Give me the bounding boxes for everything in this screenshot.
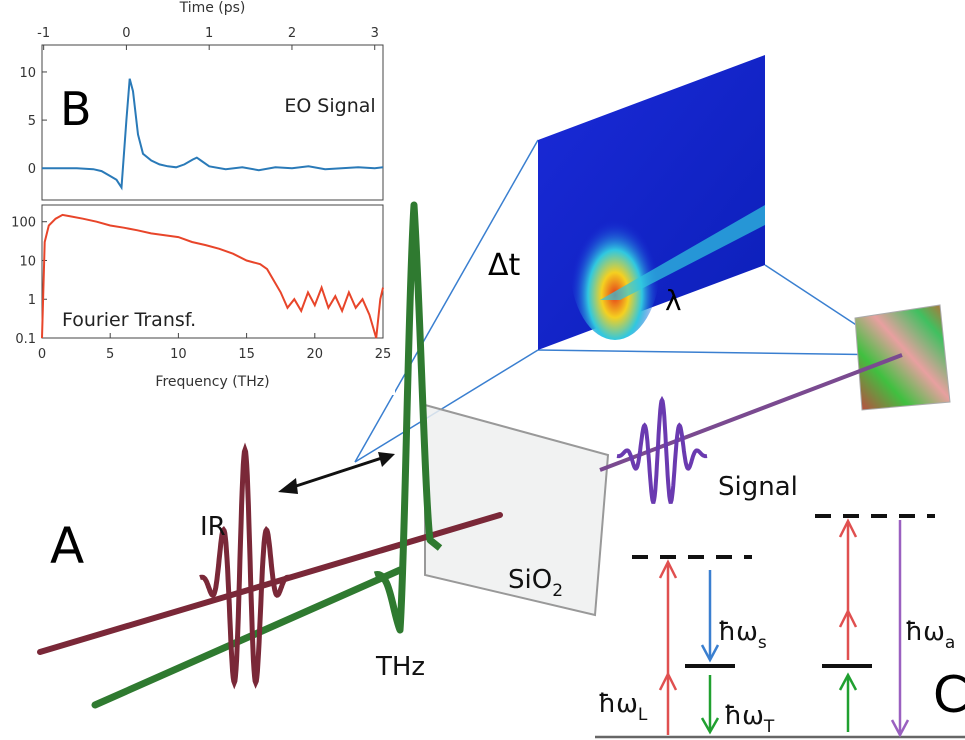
energy-sub: L (638, 705, 648, 725)
y-tick-label: 1 (28, 293, 36, 308)
mirror (855, 305, 950, 410)
x-tick-label: 0 (38, 347, 46, 362)
energy-label: ħωL (598, 689, 648, 725)
ir-pulse (200, 450, 290, 683)
arrowhead (378, 452, 395, 467)
energy-labels: ħωL ħωs ħωT ħωa (598, 617, 955, 737)
signal-beam (600, 355, 902, 470)
energy-sub: T (763, 717, 775, 737)
annotation: EO Signal (284, 95, 375, 117)
lambda-label: λ (665, 284, 682, 317)
stokes-arrow (702, 570, 718, 660)
y-tick-label: 10 (19, 254, 36, 269)
ir-label: IR (200, 512, 226, 542)
signal-pulse (617, 400, 707, 502)
energy-main: ħω (905, 617, 945, 647)
energy-main: ħω (718, 617, 758, 647)
delta-t-label: Δt (488, 248, 521, 283)
thz-label: THz (375, 652, 425, 682)
energy-main: ħω (724, 701, 764, 731)
energy-label: ħωT (724, 701, 775, 737)
panel-label: B (60, 82, 92, 136)
x-tick-label: 5 (106, 347, 114, 362)
y-tick-label: 100 (11, 216, 36, 231)
energy-label: ħωs (718, 617, 767, 653)
x-tick-label: 1 (205, 26, 213, 41)
energy-main: ħω (598, 689, 638, 719)
energy-label: ħωa (905, 617, 955, 653)
x-tick-label: 15 (238, 347, 255, 362)
x-tick-label: 3 (371, 26, 379, 41)
x-tick-label: 0 (122, 26, 130, 41)
x-axis-label: Time (ps) (179, 0, 246, 16)
arrowhead (278, 478, 298, 494)
energy-sub: a (945, 633, 955, 653)
x-tick-label: 20 (307, 347, 324, 362)
spectrogram-signal (570, 190, 660, 340)
sio2-main: SiO (508, 565, 552, 595)
figure: -1 0 1 2 3 0 5 10 Time (ps) EO Signal 0 5 10 15 20 25 0.… (0, 0, 965, 740)
panel-label: A (50, 517, 84, 575)
x-tick-label: 25 (375, 347, 392, 362)
panel-label: C (933, 666, 965, 724)
y-tick-label: 5 (28, 114, 36, 129)
annotation: Fourier Transf. (62, 309, 196, 331)
y-tick-label: 0 (28, 162, 36, 177)
y-tick-label: 10 (19, 66, 36, 81)
x-axis-label: Frequency (THz) (155, 374, 269, 390)
signal-label: Signal (718, 472, 798, 502)
inset-background (0, 0, 395, 395)
energy-sub: s (758, 633, 767, 653)
x-tick-label: 2 (288, 26, 296, 41)
x-tick-label: -1 (37, 26, 50, 41)
sio2-sub: 2 (552, 581, 563, 601)
delay-arrow (290, 457, 385, 488)
x-tick-label: 10 (170, 347, 187, 362)
y-tick-label: 0.1 (15, 332, 36, 347)
